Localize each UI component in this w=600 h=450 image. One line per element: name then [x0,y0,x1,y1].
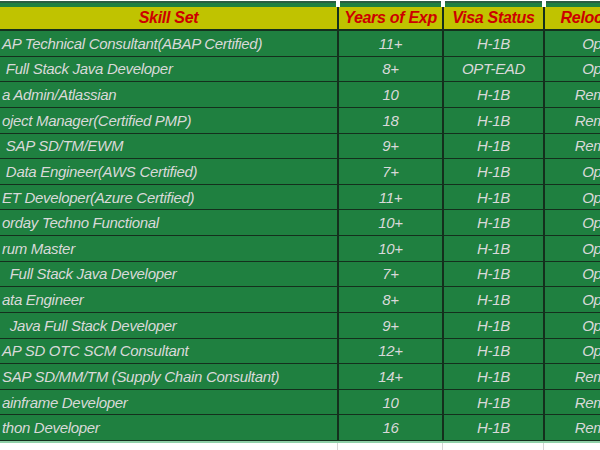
reloc-cell[interactable]: Remote [545,108,600,134]
skill-cell[interactable]: orday Techno Functional [0,210,339,236]
visa-cell[interactable]: H-1B [444,210,545,236]
skill-cell[interactable]: ainframe Developer [0,390,339,416]
visa-cell[interactable]: H-1B [444,159,545,185]
skill-cell[interactable]: Java Full Stack Developer [0,313,339,339]
skill-cell[interactable]: ET Developer(Azure Certified) [0,185,339,211]
skill-cell[interactable]: Full Stack Java Developer [0,57,339,83]
visa-cell[interactable]: H-1B [444,185,545,211]
visa-cell[interactable]: H-1B [444,313,545,339]
reloc-cell[interactable]: Remote [545,82,600,108]
exp-cell[interactable]: 16 [339,415,444,441]
exp-cell[interactable]: 7+ [339,159,444,185]
reloc-cell[interactable]: Remote [545,390,600,416]
skill-cell[interactable]: SAP SD/TM/EWM [0,134,339,160]
gridline [543,443,544,450]
reloc-cell[interactable]: Open [545,210,600,236]
reloc-cell[interactable]: Open [545,287,600,313]
visa-cell[interactable]: H-1B [444,31,545,57]
exp-cell[interactable]: 11+ [339,185,444,211]
visa-cell[interactable]: H-1B [444,236,545,262]
header-cell-relocation[interactable]: Relocation [545,7,600,31]
exp-cell[interactable]: 10 [339,390,444,416]
skill-cell[interactable]: AP Technical Consultant(ABAP Certified) [0,31,339,57]
reloc-cell[interactable]: Open [545,159,600,185]
header-cell-years-of-exp[interactable]: Years of Exp [339,7,444,31]
skill-cell[interactable]: ata Engineer [0,287,339,313]
visa-cell[interactable]: H-1B [444,134,545,160]
visa-cell[interactable]: H-1B [444,364,545,390]
exp-cell[interactable]: 10 [339,82,444,108]
skill-cell[interactable]: SAP SD/MM/TM (Supply Chain Consultant) [0,364,339,390]
reloc-cell[interactable]: Open [545,339,600,365]
skill-cell[interactable]: a Admin/Atlassian [0,82,339,108]
header-cell-visa-status[interactable]: Visa Status [444,7,545,31]
visa-cell[interactable]: H-1B [444,287,545,313]
exp-cell[interactable]: 14+ [339,364,444,390]
skill-cell[interactable]: rum Master [0,236,339,262]
header-cell-skill-set[interactable]: Skill Set [0,7,339,31]
reloc-cell[interactable]: Open [545,31,600,57]
exp-cell[interactable]: 8+ [339,287,444,313]
exp-cell[interactable]: 9+ [339,134,444,160]
exp-cell[interactable]: 18 [339,108,444,134]
bottom-strip [0,441,600,450]
exp-cell[interactable]: 10+ [339,236,444,262]
spreadsheet-table: Skill Set Years of Exp Visa Status Reloc… [0,7,600,441]
visa-cell[interactable]: H-1B [444,415,545,441]
reloc-cell[interactable]: Open [545,57,600,83]
skill-cell[interactable]: AP SD OTC SCM Consultant [0,339,339,365]
gridline [337,443,338,450]
exp-cell[interactable]: 11+ [339,31,444,57]
exp-cell[interactable]: 10+ [339,210,444,236]
visa-cell[interactable]: OPT-EAD [444,57,545,83]
visa-cell[interactable]: H-1B [444,262,545,288]
exp-cell[interactable]: 8+ [339,57,444,83]
visa-cell[interactable]: H-1B [444,82,545,108]
visa-cell[interactable]: H-1B [444,339,545,365]
skill-cell[interactable]: thon Developer [0,415,339,441]
exp-cell[interactable]: 7+ [339,262,444,288]
reloc-cell[interactable]: Remote [545,415,600,441]
gridline [442,443,443,450]
top-row-sliver [0,0,600,7]
exp-cell[interactable]: 12+ [339,339,444,365]
skill-cell[interactable]: Full Stack Java Developer [0,262,339,288]
reloc-cell[interactable]: Open [545,185,600,211]
reloc-cell[interactable]: Open [545,313,600,339]
reloc-cell[interactable]: Open [545,262,600,288]
skill-cell[interactable]: oject Manager(Certified PMP) [0,108,339,134]
reloc-cell[interactable]: Remote [545,134,600,160]
reloc-cell[interactable]: Open [545,236,600,262]
skill-cell[interactable]: Data Engineer(AWS Certified) [0,159,339,185]
visa-cell[interactable]: H-1B [444,390,545,416]
exp-cell[interactable]: 9+ [339,313,444,339]
visa-cell[interactable]: H-1B [444,108,545,134]
reloc-cell[interactable]: Remote [545,364,600,390]
